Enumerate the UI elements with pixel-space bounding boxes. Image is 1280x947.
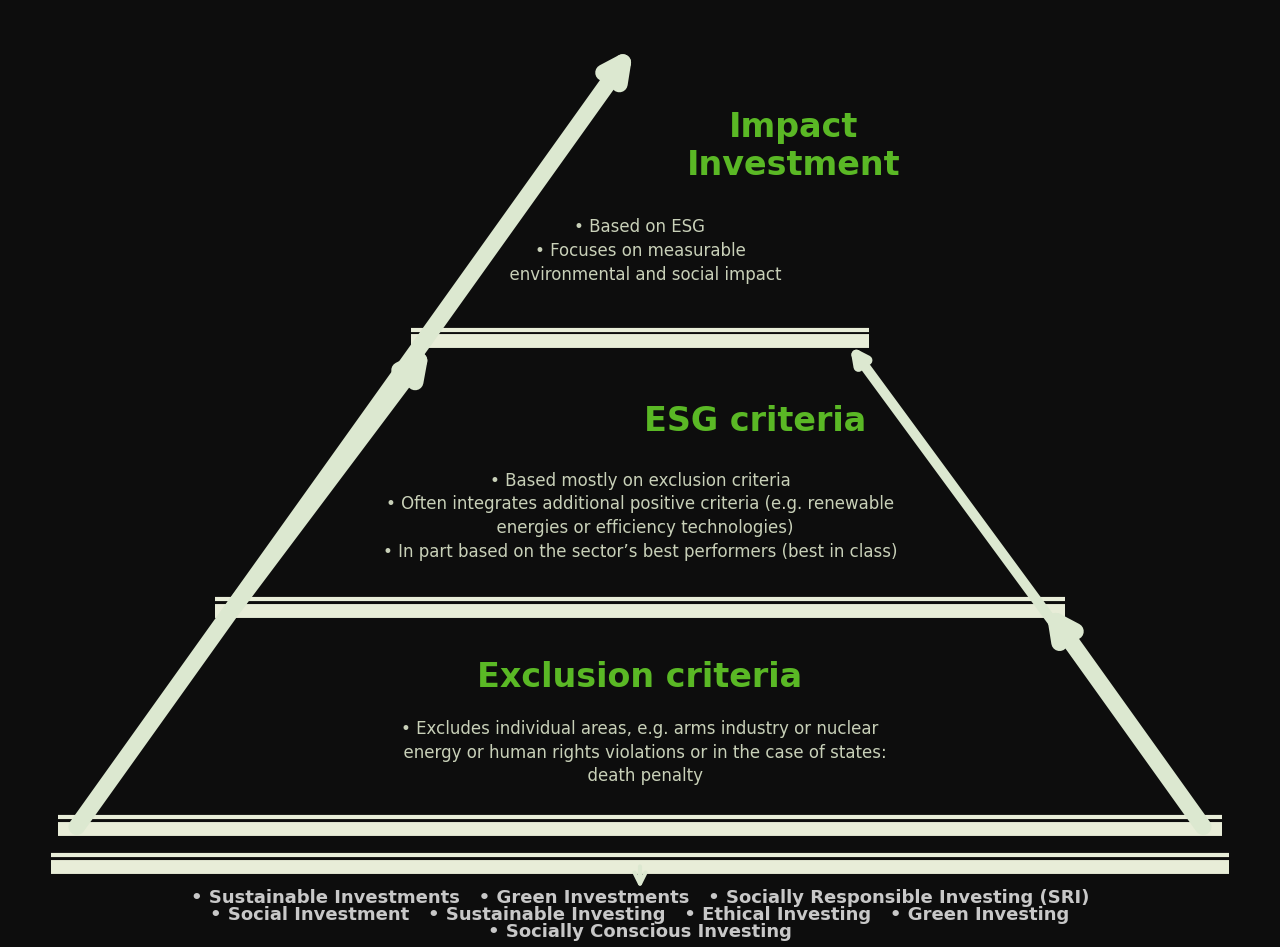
Text: Impact
Investment: Impact Investment xyxy=(687,111,900,183)
Text: • Sustainable Investments   • Green Investments   • Socially Responsible Investi: • Sustainable Investments • Green Invest… xyxy=(191,888,1089,907)
Text: • Excludes individual areas, e.g. arms industry or nuclear
  energy or human rig: • Excludes individual areas, e.g. arms i… xyxy=(393,721,887,785)
Text: • Socially Conscious Investing: • Socially Conscious Investing xyxy=(488,922,792,941)
Text: • Social Investment   • Sustainable Investing   • Ethical Investing   • Green In: • Social Investment • Sustainable Invest… xyxy=(210,905,1070,924)
Text: • Based on ESG
• Focuses on measurable
  environmental and social impact: • Based on ESG • Focuses on measurable e… xyxy=(499,219,781,283)
Text: • Based mostly on exclusion criteria
• Often integrates additional positive crit: • Based mostly on exclusion criteria • O… xyxy=(383,472,897,561)
Text: Exclusion criteria: Exclusion criteria xyxy=(477,661,803,693)
Text: ESG criteria: ESG criteria xyxy=(644,405,867,438)
